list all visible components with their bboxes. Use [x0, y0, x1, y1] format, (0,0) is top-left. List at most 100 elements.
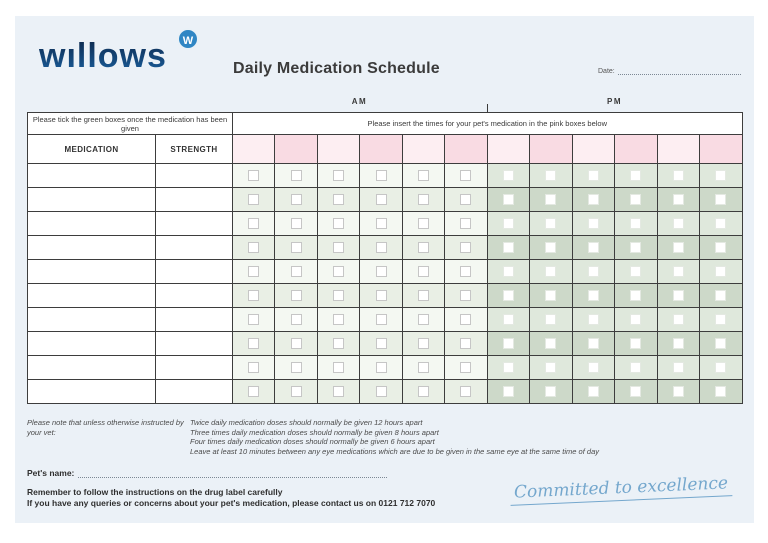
tick-checkbox[interactable]	[333, 218, 345, 229]
tick-checkbox[interactable]	[672, 362, 684, 373]
medication-name-cell[interactable]	[27, 307, 156, 332]
tick-cell[interactable]	[316, 187, 361, 212]
tick-checkbox[interactable]	[418, 266, 430, 277]
tick-cell[interactable]	[316, 355, 361, 380]
tick-checkbox[interactable]	[630, 266, 642, 277]
tick-cell[interactable]	[401, 307, 446, 332]
tick-checkbox[interactable]	[672, 290, 684, 301]
tick-checkbox[interactable]	[290, 314, 302, 325]
tick-cell[interactable]	[274, 331, 318, 356]
tick-checkbox[interactable]	[502, 218, 514, 229]
tick-cell[interactable]	[698, 259, 743, 284]
tick-cell[interactable]	[571, 355, 616, 380]
tick-cell[interactable]	[656, 259, 700, 284]
tick-cell[interactable]	[359, 163, 403, 188]
tick-cell[interactable]	[359, 259, 403, 284]
tick-checkbox[interactable]	[672, 266, 684, 277]
tick-cell[interactable]	[656, 235, 700, 260]
tick-cell[interactable]	[614, 259, 658, 284]
time-entry-cell[interactable]	[529, 134, 573, 164]
medication-name-cell[interactable]	[27, 163, 156, 188]
tick-cell[interactable]	[231, 259, 276, 284]
tick-checkbox[interactable]	[630, 218, 642, 229]
tick-checkbox[interactable]	[502, 314, 514, 325]
tick-cell[interactable]	[571, 211, 616, 236]
tick-cell[interactable]	[316, 331, 361, 356]
strength-cell[interactable]	[155, 163, 233, 188]
tick-checkbox[interactable]	[587, 242, 599, 253]
tick-checkbox[interactable]	[290, 290, 302, 301]
tick-cell[interactable]	[614, 379, 658, 404]
tick-checkbox[interactable]	[715, 194, 727, 205]
tick-cell[interactable]	[444, 307, 488, 332]
pet-name-field[interactable]: Pet's name:	[27, 468, 387, 478]
tick-checkbox[interactable]	[672, 170, 684, 181]
tick-checkbox[interactable]	[587, 194, 599, 205]
tick-cell[interactable]	[359, 307, 403, 332]
tick-cell[interactable]	[274, 235, 318, 260]
tick-checkbox[interactable]	[460, 242, 472, 253]
tick-checkbox[interactable]	[460, 338, 472, 349]
tick-checkbox[interactable]	[672, 194, 684, 205]
tick-cell[interactable]	[571, 283, 616, 308]
tick-checkbox[interactable]	[290, 386, 302, 397]
tick-cell[interactable]	[698, 235, 743, 260]
tick-checkbox[interactable]	[460, 194, 472, 205]
tick-checkbox[interactable]	[248, 218, 260, 229]
tick-checkbox[interactable]	[418, 170, 430, 181]
tick-checkbox[interactable]	[630, 362, 642, 373]
tick-cell[interactable]	[401, 283, 446, 308]
tick-cell[interactable]	[656, 163, 700, 188]
tick-cell[interactable]	[231, 331, 276, 356]
time-entry-cell[interactable]	[231, 134, 276, 164]
tick-checkbox[interactable]	[418, 362, 430, 373]
tick-cell[interactable]	[698, 355, 743, 380]
tick-cell[interactable]	[571, 259, 616, 284]
tick-checkbox[interactable]	[418, 218, 430, 229]
tick-checkbox[interactable]	[587, 266, 599, 277]
tick-cell[interactable]	[656, 307, 700, 332]
medication-name-cell[interactable]	[27, 187, 156, 212]
strength-cell[interactable]	[155, 235, 233, 260]
strength-cell[interactable]	[155, 283, 233, 308]
tick-checkbox[interactable]	[418, 314, 430, 325]
tick-cell[interactable]	[614, 211, 658, 236]
strength-cell[interactable]	[155, 307, 233, 332]
tick-cell[interactable]	[529, 307, 573, 332]
tick-cell[interactable]	[359, 331, 403, 356]
tick-checkbox[interactable]	[587, 314, 599, 325]
tick-checkbox[interactable]	[248, 338, 260, 349]
tick-cell[interactable]	[231, 163, 276, 188]
tick-cell[interactable]	[656, 355, 700, 380]
tick-checkbox[interactable]	[375, 242, 387, 253]
tick-cell[interactable]	[656, 379, 700, 404]
tick-checkbox[interactable]	[545, 386, 557, 397]
tick-checkbox[interactable]	[290, 242, 302, 253]
tick-checkbox[interactable]	[333, 242, 345, 253]
tick-cell[interactable]	[359, 379, 403, 404]
strength-cell[interactable]	[155, 211, 233, 236]
time-entry-cell[interactable]	[316, 134, 361, 164]
tick-checkbox[interactable]	[630, 290, 642, 301]
medication-name-cell[interactable]	[27, 259, 156, 284]
tick-cell[interactable]	[316, 211, 361, 236]
tick-cell[interactable]	[698, 163, 743, 188]
time-entry-cell[interactable]	[698, 134, 743, 164]
tick-cell[interactable]	[444, 331, 488, 356]
tick-checkbox[interactable]	[545, 362, 557, 373]
tick-checkbox[interactable]	[333, 362, 345, 373]
tick-checkbox[interactable]	[418, 338, 430, 349]
tick-checkbox[interactable]	[290, 170, 302, 181]
tick-cell[interactable]	[529, 211, 573, 236]
tick-checkbox[interactable]	[545, 266, 557, 277]
tick-cell[interactable]	[359, 355, 403, 380]
medication-name-cell[interactable]	[27, 235, 156, 260]
tick-checkbox[interactable]	[545, 242, 557, 253]
tick-checkbox[interactable]	[248, 266, 260, 277]
tick-cell[interactable]	[316, 259, 361, 284]
pet-name-dotted-line[interactable]	[78, 469, 387, 478]
tick-cell[interactable]	[359, 235, 403, 260]
tick-cell[interactable]	[656, 283, 700, 308]
tick-checkbox[interactable]	[672, 218, 684, 229]
tick-checkbox[interactable]	[715, 338, 727, 349]
